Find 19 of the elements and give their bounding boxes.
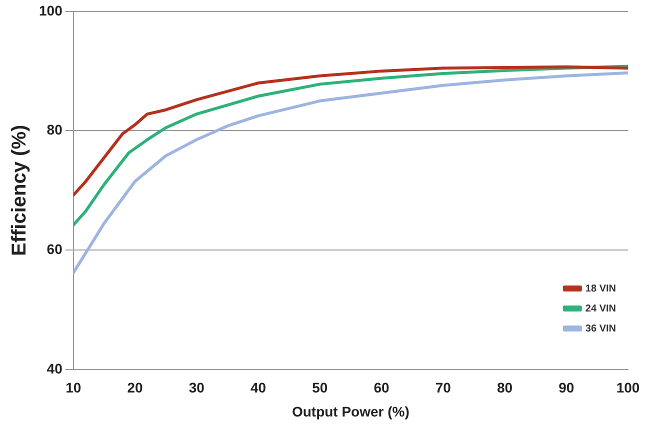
y-tick-label: 100 [39, 2, 63, 18]
x-tick-label: 10 [66, 380, 82, 396]
legend-label: 18 VIN [585, 283, 616, 294]
x-tick-label: 50 [312, 380, 328, 396]
x-tick-label: 80 [496, 380, 513, 396]
x-tick-label: 30 [188, 380, 205, 396]
x-tick-label: 60 [374, 380, 390, 396]
y-tick-label: 40 [46, 360, 63, 376]
x-axis-title: Output Power (%) [292, 403, 410, 420]
x-tick-label: 20 [127, 380, 143, 396]
x-tick-label: 70 [435, 380, 452, 396]
y-tick-label: 60 [46, 240, 63, 257]
x-tick-label: 100 [616, 380, 640, 396]
x-tick-label: 90 [558, 380, 574, 396]
y-tick-label: 80 [46, 122, 63, 138]
legend-label: 24 VIN [585, 303, 616, 314]
legend-label: 36 VIN [585, 323, 616, 334]
y-axis-title: Efficiency (%) [8, 124, 31, 256]
x-tick-label: 40 [250, 380, 266, 396]
